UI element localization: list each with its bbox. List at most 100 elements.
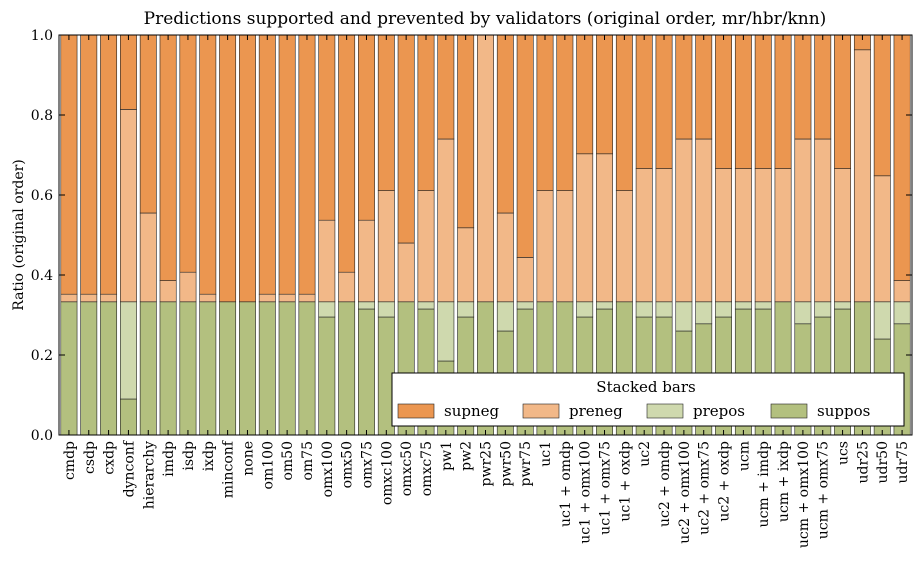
x-tick-label: ucs [836, 441, 852, 465]
x-tick-label: uc1 + oxdp [617, 441, 633, 522]
bar-preneg [278, 293, 296, 303]
bar-supneg [635, 34, 653, 169]
bar-preneg [695, 138, 713, 303]
bar-prepos [516, 301, 534, 310]
bar-supneg [516, 34, 534, 258]
bar-prepos [377, 301, 395, 318]
bar-supneg [734, 34, 752, 169]
x-tick-label: dynconf [121, 439, 137, 497]
x-tick-label: uc2 [637, 441, 653, 467]
bar-preneg [397, 242, 415, 303]
bar-supneg [814, 34, 832, 140]
bar-supneg [258, 34, 276, 295]
bar-preneg [734, 168, 752, 303]
x-tick-label: ucm + omx100 [796, 441, 812, 548]
bar-prepos [120, 301, 137, 400]
bar-supneg [794, 34, 812, 140]
x-tick-label: omxc75 [419, 441, 435, 496]
bar-prepos [496, 301, 514, 332]
bar-preneg [655, 168, 673, 303]
bar-preneg [139, 212, 157, 303]
bar-supneg [675, 34, 693, 140]
bar-suppos [278, 301, 296, 436]
bar-preneg [80, 293, 98, 303]
bar-suppos [100, 301, 118, 436]
bar-preneg [893, 280, 911, 303]
bar-supneg [377, 34, 395, 191]
bar-preneg [615, 190, 633, 303]
x-tick-label: omx50 [340, 441, 356, 488]
bar-supneg [834, 34, 852, 169]
bar-prepos [457, 301, 475, 318]
bar-suppos [179, 301, 197, 436]
bar-preneg [477, 34, 494, 303]
bar-prepos [675, 301, 693, 332]
x-tick-label: cmdp [62, 441, 78, 480]
bar-suppos [219, 301, 237, 436]
x-tick-label: ixdp [201, 441, 217, 471]
y-tick-label: 0.0 [31, 428, 53, 444]
x-tick-label: uc2 + omx100 [677, 441, 693, 544]
bar-preneg [179, 271, 197, 303]
bar-suppos [358, 308, 375, 436]
bar-preneg [754, 168, 772, 303]
x-tick-label: ucm + ixdp [776, 441, 792, 522]
bar-supneg [139, 34, 157, 214]
x-tick-label: omx100 [320, 441, 336, 497]
bar-supneg [496, 34, 514, 214]
x-tick-label: udr75 [895, 441, 911, 484]
bar-preneg [100, 293, 118, 303]
bar-supneg [60, 34, 78, 295]
legend-title: Stacked bars [596, 378, 695, 396]
bar-preneg [199, 293, 217, 303]
bar-suppos [80, 301, 98, 436]
bar-prepos [358, 301, 375, 310]
x-tick-label: pw2 [459, 441, 475, 471]
bar-supneg [437, 34, 455, 140]
bar-supneg [278, 34, 296, 295]
bar-preneg [834, 168, 852, 303]
bar-suppos [139, 301, 157, 436]
bar-preneg [596, 153, 613, 303]
bar-preneg [635, 168, 653, 303]
x-tick-label: uc1 [538, 441, 554, 467]
bar-supneg [120, 34, 137, 110]
x-tick-label: pwr75 [518, 441, 534, 486]
bar-suppos [258, 301, 276, 436]
x-tick-label: omx75 [359, 441, 375, 488]
bar-prepos [417, 301, 435, 310]
bar-supneg [576, 34, 594, 155]
y-tick-label: 0.6 [31, 188, 53, 204]
bar-supneg [318, 34, 336, 221]
x-tick-label: uc2 + omdp [657, 441, 673, 527]
bar-supneg [338, 34, 356, 273]
bar-supneg [556, 34, 574, 191]
x-tick-label: uc1 + omdp [558, 441, 574, 527]
bar-preneg [496, 212, 514, 303]
bar-preneg [715, 168, 732, 303]
x-tick-label: isdp [181, 441, 197, 471]
x-tick-label: udr25 [855, 441, 871, 484]
bar-prepos [893, 301, 911, 325]
bar-prepos [695, 301, 713, 325]
bar-supneg [239, 34, 256, 303]
bar-supneg [457, 34, 475, 229]
x-tick-label: uc2 + oxdp [717, 441, 733, 522]
bar-suppos [318, 316, 336, 436]
bar-prepos [576, 301, 594, 318]
bar-preneg [536, 190, 554, 303]
bar-preneg [556, 190, 574, 303]
x-tick-label: uc1 + omx100 [578, 441, 594, 544]
bar-supneg [655, 34, 673, 169]
bar-supneg [615, 34, 633, 191]
bar-preneg [120, 109, 137, 303]
legend-label-prepos: prepos [693, 402, 745, 420]
bar-supneg [397, 34, 415, 244]
bar-prepos [596, 301, 613, 310]
y-tick-label: 0.2 [31, 348, 53, 364]
x-tick-label: csdp [82, 441, 98, 474]
bar-prepos [715, 301, 732, 318]
x-tick-label: ucm + imdp [756, 441, 772, 527]
